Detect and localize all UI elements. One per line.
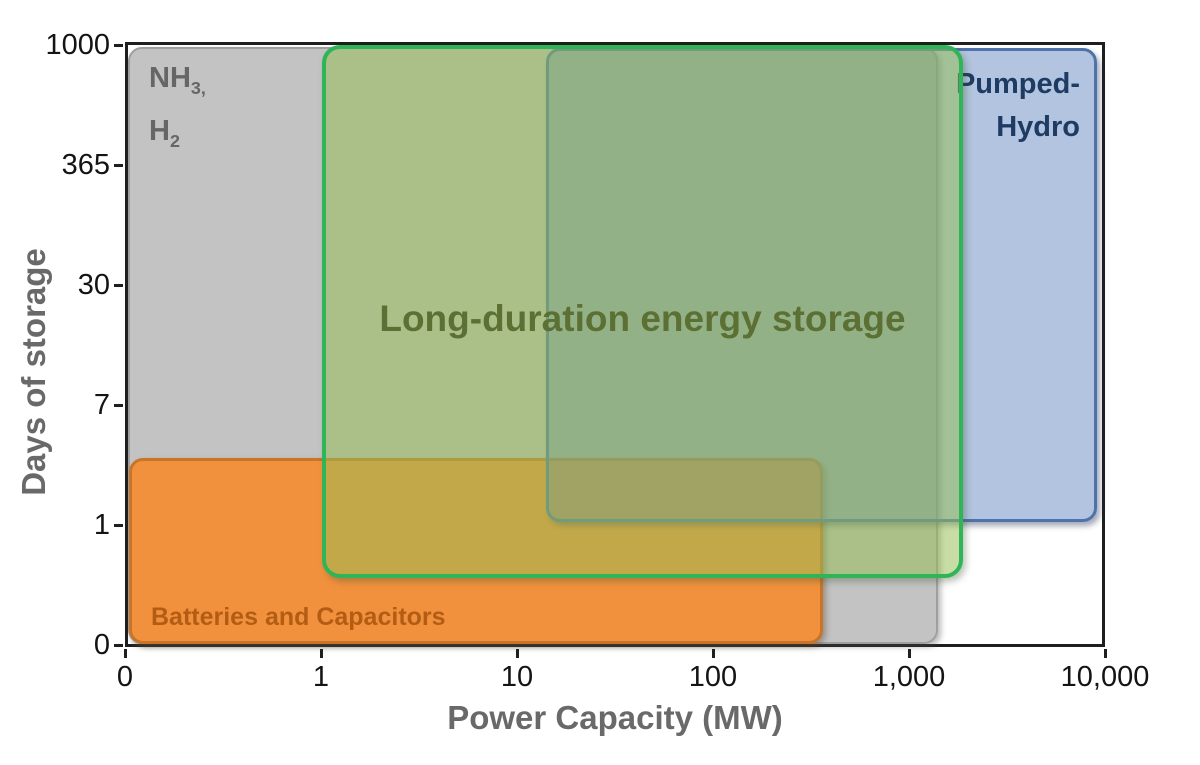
y-tick-mark-0	[114, 644, 123, 647]
nh3-subscript: 3,	[190, 77, 206, 98]
x-tick-label-0: 0	[116, 661, 134, 693]
batteries-capacitors-label: Batteries and Capacitors	[151, 603, 446, 631]
x-tick-mark-10000	[1104, 649, 1107, 658]
y-tick-mark-7	[114, 404, 123, 407]
x-tick-label-10000: 10,000	[1060, 661, 1150, 693]
h2-text: H	[149, 114, 170, 147]
y-tick-label-0: 0	[93, 629, 110, 661]
y-tick-label-365: 365	[61, 149, 110, 181]
box-long-duration-energy-storage: Long-duration energy storage	[322, 45, 963, 578]
y-tick-mark-30	[114, 284, 123, 287]
x-tick-label-100: 100	[688, 661, 738, 693]
y-tick-mark-1	[114, 524, 123, 527]
nh3-h2-label: NH3, H2	[149, 57, 206, 163]
y-tick-label-7: 7	[93, 389, 110, 421]
x-tick-label-1000: 1,000	[872, 661, 946, 693]
pumped-hydro-line2: Hydro	[996, 111, 1080, 143]
x-axis-title: Power Capacity (MW)	[447, 699, 783, 736]
y-tick-label-30: 30	[77, 269, 110, 301]
x-tick-mark-1	[320, 649, 323, 658]
pumped-hydro-line1: Pumped-	[955, 68, 1080, 100]
long-duration-energy-storage-label: Long-duration energy storage	[379, 297, 906, 339]
x-tick-mark-100	[712, 649, 715, 658]
h2-subscript: 2	[169, 130, 180, 151]
x-tick-label-1: 1	[312, 661, 330, 693]
x-tick-mark-0	[124, 649, 127, 658]
x-tick-label-10: 10	[500, 661, 534, 693]
y-tick-mark-1000	[114, 44, 123, 47]
y-tick-label-1: 1	[93, 509, 110, 541]
pumped-hydro-label: Pumped- Hydro	[956, 63, 1080, 149]
y-axis-title: Days of storage	[15, 248, 52, 496]
x-tick-mark-1000	[908, 649, 911, 658]
x-tick-mark-10	[516, 649, 519, 658]
y-tick-label-1000: 1000	[45, 29, 110, 61]
plot-area: NH3, H2 Batteries and Capacitors Pumped-…	[125, 42, 1105, 647]
nh3-text: NH	[149, 62, 191, 94]
y-tick-mark-365	[114, 164, 123, 167]
